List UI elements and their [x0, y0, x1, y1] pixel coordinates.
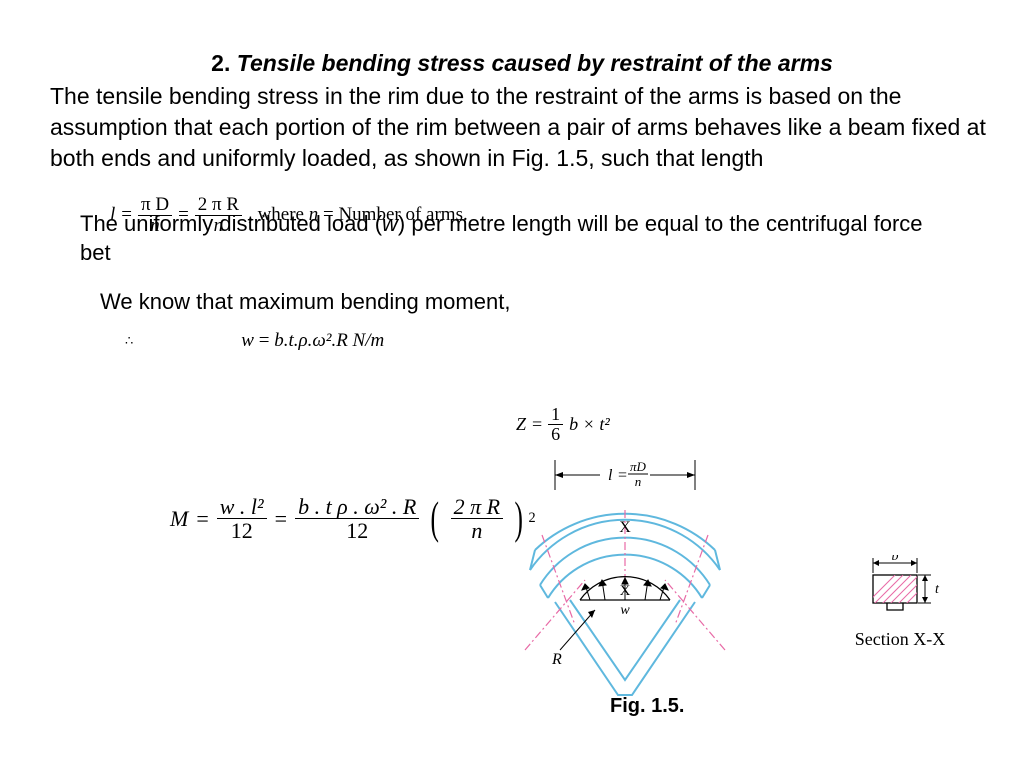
eqm-lhs: M [170, 506, 188, 532]
equation-l: l = π D n = 2 π R n , where n = Number o… [110, 195, 468, 236]
eqz-rhs: b × t² [569, 414, 610, 435]
fig-label-x-top: X [619, 519, 631, 536]
section-label: Section X-X [840, 629, 960, 650]
svg-text:n: n [635, 474, 642, 489]
eq2-body: w = b.t.ρ.ω².R N/m [241, 330, 384, 352]
fig-label-w: w [620, 603, 630, 618]
svg-text:=: = [618, 467, 627, 484]
eqz-lhs: Z [516, 414, 526, 435]
eq1-frac1: π D n [138, 195, 172, 236]
eq1-f2d: n [211, 216, 227, 236]
fig-label-r: R [551, 651, 562, 668]
eqm-frac1: w . l² 12 [217, 495, 267, 542]
eq1-frac2: 2 π R n [195, 195, 242, 236]
eq1-eq2: = [178, 204, 189, 226]
eq1-lhs: l [110, 204, 115, 226]
eqm-frac2: b . t ρ . ω² . R 12 [295, 495, 419, 542]
p2-b: ) per metre length will be equal to the … [398, 211, 923, 236]
fig-label-x-mid: X [620, 583, 631, 599]
eq1-f1n: π D [138, 195, 172, 216]
svg-text:πD: πD [630, 459, 647, 474]
therefore-icon: ∴ [125, 333, 135, 349]
fig-dim-l: l [608, 467, 613, 484]
svg-text:b: b [892, 555, 899, 564]
eqz-frac: 1 6 [548, 405, 563, 444]
eq1-f2n: 2 π R [195, 195, 242, 216]
section-xx-figure: b t Section X-X [840, 555, 960, 650]
title-number: 2. [211, 50, 230, 76]
figure-caption: Fig. 1.5. [610, 695, 684, 718]
section-title: 2. Tensile bending stress caused by rest… [50, 50, 994, 77]
svg-text:t: t [935, 582, 940, 597]
lparen-icon: ( [431, 500, 439, 537]
eq1-tail: , where n = Number of arms. [248, 204, 468, 226]
paragraph-3: We know that maximum bending moment, [100, 289, 994, 315]
equation-m: M = w . l² 12 = b . t ρ . ω² . R 12 ( 2 … [170, 495, 536, 542]
paragraph-1: The tensile bending stress in the rim du… [50, 81, 994, 174]
p2-c: bet [80, 240, 111, 265]
eq1-f1d: n [147, 216, 163, 236]
figure-rim-segment: X X w R l = πD n [500, 450, 750, 700]
equation-w: ∴ w = b.t.ρ.ω².R N/m [125, 330, 384, 352]
eq1-eq1: = [121, 204, 132, 226]
eqm-frac3: 2 π R n [451, 495, 503, 542]
title-text: Tensile bending stress caused by restrai… [237, 50, 833, 76]
equation-z: Z = 1 6 b × t² [516, 405, 610, 444]
